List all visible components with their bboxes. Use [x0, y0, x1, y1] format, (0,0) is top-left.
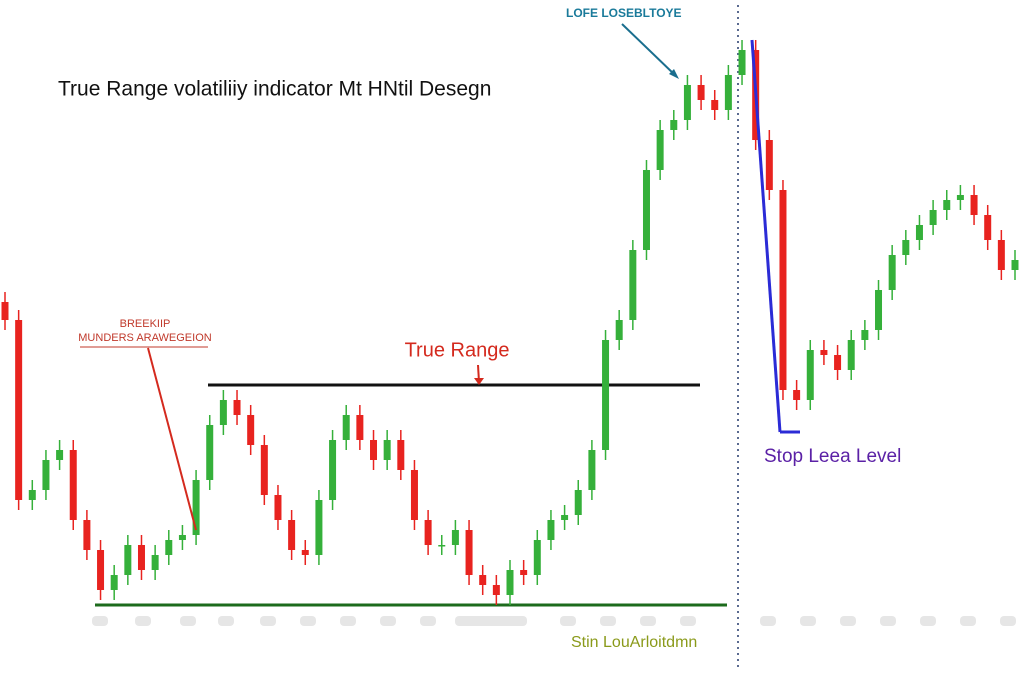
- candle-body: [683, 85, 691, 120]
- candle-body: [588, 450, 596, 490]
- candle-body: [547, 520, 555, 540]
- candle-body: [274, 495, 282, 520]
- candle-body: [875, 290, 883, 330]
- candle-body: [397, 440, 405, 470]
- candle-body: [738, 50, 746, 75]
- candle-body: [288, 520, 296, 550]
- candle-body: [438, 545, 446, 547]
- annotation: Stop Leea Level: [764, 446, 901, 467]
- candle-body: [847, 340, 855, 370]
- candle-body: [615, 320, 623, 340]
- candle-body: [247, 415, 255, 445]
- candle-body: [533, 540, 541, 575]
- candle-body: [834, 355, 842, 370]
- candle-body: [902, 240, 910, 255]
- candle-body: [110, 575, 118, 590]
- candle-body: [206, 425, 214, 480]
- candle-body: [793, 390, 801, 400]
- arrow: [147, 347, 197, 531]
- candle-body: [410, 470, 418, 520]
- candle-body: [970, 195, 978, 215]
- candle-body: [178, 535, 186, 540]
- candle-body: [765, 140, 773, 190]
- candle-body: [383, 440, 391, 460]
- candle-body: [724, 75, 732, 110]
- candle-body: [806, 350, 814, 400]
- candle-body: [479, 575, 487, 585]
- candle-body: [329, 440, 337, 500]
- candle-body: [465, 530, 473, 575]
- candle-body: [915, 225, 923, 240]
- candle-body: [984, 215, 992, 240]
- candle-body: [642, 170, 650, 250]
- annotation: True Range: [405, 339, 510, 361]
- annotation: LOFE LOSEBLTOYE: [566, 6, 682, 20]
- candle-body: [137, 545, 145, 570]
- candle-body: [820, 350, 828, 355]
- candle-body: [956, 195, 964, 200]
- candle-body: [356, 415, 364, 440]
- candle-body: [315, 500, 323, 555]
- candle-body: [370, 440, 378, 460]
- candle-body: [520, 570, 528, 575]
- candle-body: [151, 555, 159, 570]
- candle-body: [929, 210, 937, 225]
- candle-body: [192, 480, 200, 535]
- candle-body: [943, 200, 951, 210]
- candle-body: [888, 255, 896, 290]
- chart-title: True Range volatiliiy indicator Mt HNtil…: [58, 78, 491, 101]
- candle-body: [1011, 260, 1019, 270]
- arrow-head: [474, 378, 484, 385]
- candle-body: [670, 120, 678, 130]
- candle-body: [301, 550, 309, 555]
- candle-body: [697, 85, 705, 100]
- candle-body: [28, 490, 36, 500]
- candle-body: [997, 240, 1005, 270]
- candle-body: [602, 340, 610, 450]
- candle-body: [506, 570, 514, 595]
- candle-body: [861, 330, 869, 340]
- candle-body: [124, 545, 132, 575]
- candle-body: [451, 530, 459, 545]
- candle-body: [56, 450, 64, 460]
- candle-body: [711, 100, 719, 110]
- candle-body: [97, 550, 105, 590]
- candle-body: [165, 540, 173, 555]
- drop-line: [750, 39, 782, 433]
- annotation: BREEKIIP: [120, 318, 171, 330]
- axis-placeholder: [92, 616, 1016, 626]
- arrow-head: [669, 69, 679, 79]
- candle-body: [574, 490, 582, 515]
- candle-body: [779, 190, 787, 390]
- candle-body: [260, 445, 268, 495]
- candle-body: [15, 320, 23, 500]
- candle-body: [233, 400, 241, 415]
- candle-body: [629, 250, 637, 320]
- candle-body: [1, 302, 9, 320]
- candle-body: [342, 415, 350, 440]
- annotation: Stin LouArloitdmn: [571, 634, 697, 651]
- annotation: MUNDERS ARAWEGEION: [78, 332, 211, 344]
- candle-body: [69, 450, 77, 520]
- arrow: [621, 23, 677, 77]
- candle-body: [656, 130, 664, 170]
- candle-body: [561, 515, 569, 520]
- candle-body: [492, 585, 500, 595]
- candle-body: [424, 520, 432, 545]
- candle-body: [42, 460, 50, 490]
- candle-body: [219, 400, 227, 425]
- candle-body: [83, 520, 91, 550]
